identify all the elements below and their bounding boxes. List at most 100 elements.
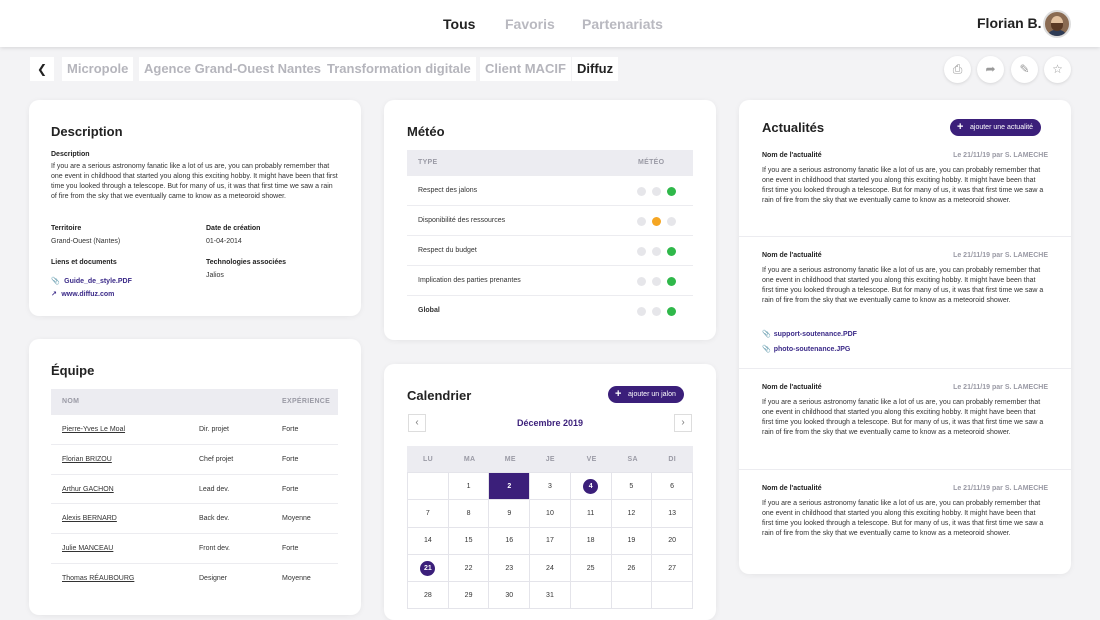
breadcrumb-diffuz[interactable]: Diffuz xyxy=(572,57,619,81)
day-header: SA xyxy=(627,456,638,463)
print-icon: ⎙ xyxy=(952,62,963,76)
calendar-day[interactable]: 12 xyxy=(610,499,653,528)
member-role: Back dev. xyxy=(199,515,230,523)
news-title[interactable]: Nom de l'actualité xyxy=(762,152,822,159)
news-title[interactable]: Nom de l'actualité xyxy=(762,485,822,492)
calendar-day[interactable]: 5 xyxy=(610,471,653,501)
member-role: Chef projet xyxy=(199,455,234,463)
calendar-day[interactable]: 8 xyxy=(447,499,490,528)
prev-month-button[interactable]: ‹ xyxy=(408,414,426,432)
calendar-day[interactable]: 9 xyxy=(488,499,531,528)
calendar-day[interactable]: 14 xyxy=(407,526,449,555)
day-header: DI xyxy=(668,456,676,463)
status-dot xyxy=(637,247,646,256)
calendar-day[interactable]: 22 xyxy=(447,553,490,583)
calendar-day[interactable]: 3 xyxy=(529,471,571,501)
calendar-day[interactable]: 25 xyxy=(569,553,612,583)
member-name[interactable]: Alexis BERNARD xyxy=(62,515,117,523)
breadcrumb-agence[interactable]: Agence Grand-Ouest Nantes xyxy=(139,57,326,81)
calendar-title: Calendrier xyxy=(407,388,472,403)
paperclip-icon: 📎 xyxy=(51,278,60,285)
print-button[interactable]: ⎙ xyxy=(944,56,971,83)
table-row: Florian BRIZOU Chef projet Forte xyxy=(51,443,338,474)
tab-favoris[interactable]: Favoris xyxy=(505,16,555,32)
calendar-day[interactable]: 28 xyxy=(407,581,449,610)
avatar[interactable] xyxy=(1043,10,1071,38)
table-row: Julie MANCEAU Front dev. Forte xyxy=(51,533,338,563)
meteo-row: Respect du budget xyxy=(407,235,693,265)
calendar-day[interactable]: 17 xyxy=(529,526,571,555)
calendar-day[interactable]: 11 xyxy=(569,499,612,528)
calendar-day[interactable]: 26 xyxy=(610,553,653,583)
date-value: 01-04-2014 xyxy=(206,238,242,245)
news-title[interactable]: Nom de l'actualité xyxy=(762,384,822,391)
calendar-day[interactable]: 20 xyxy=(651,526,693,555)
calendar-day[interactable]: 31 xyxy=(529,581,571,610)
calendar-month: Décembre 2019 xyxy=(516,418,584,428)
member-name[interactable]: Arthur GACHON xyxy=(62,485,114,493)
calendar-day[interactable]: 15 xyxy=(447,526,490,555)
calendar-day[interactable]: 16 xyxy=(488,526,531,555)
news-attachment[interactable]: 📎 photo-soutenance.JPG xyxy=(762,338,850,356)
calendar-milestone[interactable]: 21 xyxy=(420,560,436,576)
calendar-day[interactable]: 13 xyxy=(651,499,693,528)
member-name[interactable]: Thomas RÉAUBOURG xyxy=(62,575,135,582)
calendar-day xyxy=(407,471,449,501)
calendar-day[interactable]: 10 xyxy=(529,499,571,528)
link-guide[interactable]: 📎 Guide_de_style.PDF xyxy=(51,270,132,288)
status-dot xyxy=(652,277,661,286)
calendar-day[interactable]: 18 xyxy=(569,526,612,555)
news-attachment[interactable]: 📎 support-soutenance.PDF xyxy=(762,323,857,341)
news-attachment-label: photo-soutenance.JPG xyxy=(773,346,851,353)
news-title[interactable]: Nom de l'actualité xyxy=(762,252,822,259)
meteo-label: Respect des jalons xyxy=(418,187,478,194)
tab-tous[interactable]: Tous xyxy=(443,16,476,32)
status-dot xyxy=(667,217,676,226)
share-button[interactable]: ➦ xyxy=(977,56,1004,83)
status-dot xyxy=(637,277,646,286)
table-row: Alexis BERNARD Back dev. Moyenne xyxy=(51,503,338,533)
meteo-label: Implication des parties prenantes xyxy=(418,277,521,284)
next-month-button[interactable]: › xyxy=(674,414,692,432)
col-type: TYPE xyxy=(418,159,438,166)
calendar-week: 21 22 23 24 25 26 27 xyxy=(407,553,693,583)
calendar-day[interactable]: 6 xyxy=(651,471,693,501)
share-icon: ➦ xyxy=(985,62,996,76)
calendar-day[interactable]: 29 xyxy=(447,581,490,610)
calendar-day[interactable]: 4 xyxy=(569,471,612,501)
favorite-button[interactable]: ☆ xyxy=(1044,56,1071,83)
news-text: If you are a serious astronomy fanatic l… xyxy=(762,500,1044,537)
chevron-left-icon: ‹ xyxy=(415,417,419,428)
calendar-day[interactable]: 2 xyxy=(488,471,531,501)
calendar-week: 14 15 16 17 18 19 20 xyxy=(407,526,693,555)
member-name[interactable]: Florian BRIZOU xyxy=(62,455,112,463)
link-guide-label: Guide_de_style.PDF xyxy=(64,278,132,285)
back-button[interactable]: ❮ xyxy=(30,57,54,81)
calendar-day[interactable]: 23 xyxy=(488,553,531,583)
member-name[interactable]: Pierre-Yves Le Moal xyxy=(62,426,126,433)
calendar-day[interactable]: 24 xyxy=(529,553,571,583)
calendar-day[interactable]: 21 xyxy=(407,553,449,583)
tech-label: Technologies associées xyxy=(206,259,287,266)
calendar-milestone[interactable]: 4 xyxy=(583,478,599,494)
add-actualite-button[interactable]: + ajouter une actualité xyxy=(950,119,1042,136)
breadcrumb-client[interactable]: Client MACIF xyxy=(480,57,571,81)
calendar-day[interactable]: 27 xyxy=(651,553,693,583)
user-name[interactable]: Florian B. xyxy=(977,15,1042,31)
top-bar: Tous Favoris Partenariats Florian B. xyxy=(0,0,1100,47)
edit-button[interactable]: ✎ xyxy=(1011,56,1038,83)
calendar-day[interactable]: 30 xyxy=(488,581,531,610)
status-dot xyxy=(667,307,676,316)
status-dot xyxy=(667,247,676,256)
actualites-card: Actualités + ajouter une actualité Nom de… xyxy=(739,100,1071,574)
breadcrumb-micropole[interactable]: Micropole xyxy=(62,57,134,81)
add-jalon-button[interactable]: + ajouter un jalon xyxy=(608,386,684,403)
link-website[interactable]: ↗ www.diffuz.com xyxy=(51,283,114,301)
calendar-day[interactable]: 19 xyxy=(610,526,653,555)
member-name[interactable]: Julie MANCEAU xyxy=(62,545,114,553)
territoire-label: Territoire xyxy=(51,225,82,232)
breadcrumb-transformation[interactable]: Transformation digitale xyxy=(322,57,476,81)
calendar-day[interactable]: 1 xyxy=(447,471,490,501)
tab-partenariats[interactable]: Partenariats xyxy=(582,16,663,32)
calendar-day[interactable]: 7 xyxy=(407,499,449,528)
